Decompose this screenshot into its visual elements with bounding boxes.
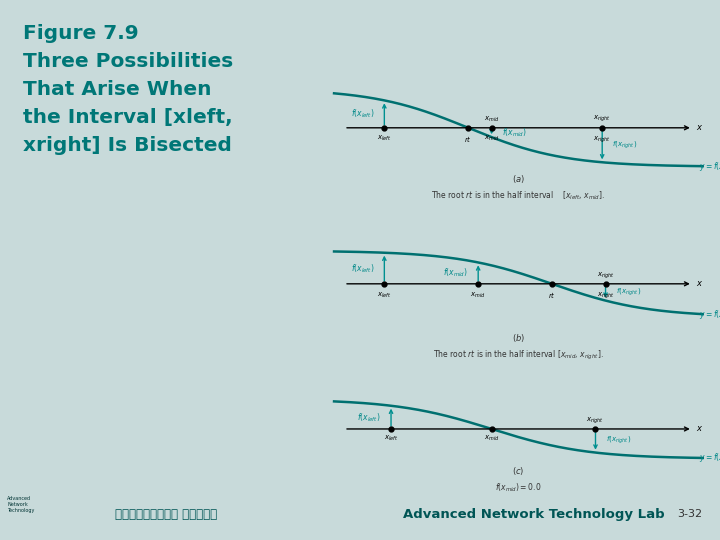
Text: $f(x_{right})$: $f(x_{right})$	[606, 435, 631, 447]
Text: $x_{mid}$: $x_{mid}$	[484, 115, 500, 124]
Text: Advanced Network Technology Lab: Advanced Network Technology Lab	[403, 508, 665, 521]
Text: $f(x_{mid})$: $f(x_{mid})$	[502, 126, 526, 139]
Text: $f(x_{mid}) = 0.0$: $f(x_{mid}) = 0.0$	[495, 481, 541, 494]
Text: x: x	[696, 279, 701, 288]
Text: $x_{right}$: $x_{right}$	[597, 270, 615, 280]
Text: $f(x_{mid})$: $f(x_{mid})$	[444, 267, 468, 279]
Text: $x_{left}$: $x_{left}$	[377, 291, 392, 300]
Text: $(c)$: $(c)$	[512, 464, 525, 477]
Text: The root $rt$ is in the half interval    [$x_{left}$, $x_{mid}$].: The root $rt$ is in the half interval [$…	[431, 190, 606, 202]
Text: $x_{mid}$: $x_{mid}$	[484, 134, 500, 144]
Text: $y = f(x)$: $y = f(x)$	[699, 160, 720, 173]
Text: $f(x_{left})$: $f(x_{left})$	[357, 411, 381, 423]
Text: $(a)$: $(a)$	[512, 173, 525, 185]
Text: $rt$: $rt$	[548, 291, 556, 300]
Text: $x_{left}$: $x_{left}$	[377, 134, 392, 144]
Text: $x_{mid}$: $x_{mid}$	[484, 434, 500, 443]
Text: $x_{right}$: $x_{right}$	[593, 134, 611, 145]
Text: $y = f(x)$: $y = f(x)$	[699, 308, 720, 321]
Text: $x_{left}$: $x_{left}$	[384, 434, 398, 443]
Text: 中正大學通訊工程系 潘仁義老師: 中正大學通訊工程系 潘仁義老師	[115, 508, 217, 521]
Text: $x_{mid}$: $x_{mid}$	[470, 291, 486, 300]
Text: $x_{right}$: $x_{right}$	[593, 113, 611, 124]
Text: $y = f(x)$: $y = f(x)$	[699, 451, 720, 464]
Text: $f(x_{left})$: $f(x_{left})$	[351, 108, 374, 120]
Text: $f(x_{right})$: $f(x_{right})$	[616, 287, 641, 298]
Text: x: x	[696, 424, 701, 434]
Text: Advanced
Network
Technology: Advanced Network Technology	[7, 496, 35, 513]
Text: Figure 7.9
Three Possibilities
That Arise When
the Interval [xleft,
xright] Is B: Figure 7.9 Three Possibilities That Aris…	[23, 24, 233, 156]
Text: $f(x_{right})$: $f(x_{right})$	[612, 139, 637, 151]
Text: x: x	[696, 123, 701, 132]
Text: $rt$: $rt$	[464, 134, 472, 144]
Text: $x_{right}$: $x_{right}$	[587, 415, 605, 426]
Text: $x_{right}$: $x_{right}$	[597, 291, 615, 301]
Text: $f(x_{left})$: $f(x_{left})$	[351, 262, 374, 274]
Text: $(b)$: $(b)$	[512, 332, 525, 345]
Text: 3-32: 3-32	[677, 509, 702, 519]
Text: The root $rt$ is in the half interval [$x_{mid}$, $x_{right}$].: The root $rt$ is in the half interval [$…	[433, 349, 603, 362]
